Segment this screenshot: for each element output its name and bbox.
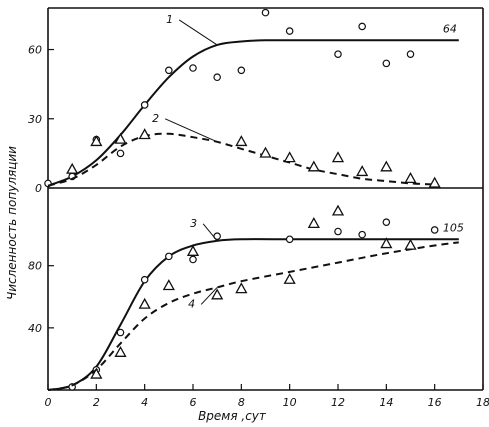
- series-1-leader: [178, 19, 218, 46]
- series-4-point: [307, 217, 320, 228]
- series-3-point: [116, 328, 125, 337]
- y-tick-label: 0: [35, 182, 42, 195]
- series-1-point: [213, 73, 221, 82]
- y-tick-label: 40: [28, 322, 42, 335]
- x-tick-label: 8: [238, 396, 245, 409]
- y-tick-label: 30: [28, 113, 42, 126]
- series-2-leader: [164, 118, 218, 143]
- series-4-label: 4: [188, 297, 195, 310]
- series-3-line: [47, 238, 459, 391]
- series-3-leader: [202, 223, 218, 242]
- series-3-end-label: 105: [443, 221, 464, 234]
- series-4-point: [90, 367, 103, 379]
- series-3-point: [382, 218, 391, 226]
- series-3-point: [285, 235, 294, 244]
- series-1-point: [334, 50, 342, 58]
- series-1-end-label: 64: [443, 22, 457, 35]
- series-4-point: [331, 204, 345, 216]
- series-2-point: [114, 132, 127, 144]
- series-4-line: [47, 241, 459, 391]
- series-2-point: [331, 151, 345, 163]
- series-1-point: [189, 64, 197, 72]
- series-2-label: 2: [152, 112, 159, 125]
- series-2-point: [428, 176, 441, 188]
- series-1-line: [47, 39, 459, 187]
- series-3-point: [189, 255, 197, 264]
- x-tick-label: 4: [141, 396, 148, 409]
- series-3-point: [430, 226, 439, 234]
- series-1-point: [237, 66, 246, 75]
- series-2-point: [90, 135, 103, 147]
- ticks: 60 30 0 80 40 0 2 4 6 8 10 12 14 16 18: [28, 44, 489, 409]
- series-2-point: [66, 162, 79, 174]
- series-1-point: [165, 66, 173, 75]
- x-tick-label: 6: [190, 396, 197, 409]
- series-2-point: [138, 128, 151, 140]
- bottom-panel: 3 105 4: [47, 204, 464, 391]
- series-2-point: [356, 165, 369, 177]
- y-tick-label: 80: [28, 260, 42, 273]
- series-3-label: 3: [190, 217, 197, 230]
- series-2-point: [307, 160, 320, 172]
- frame: [47, 7, 484, 391]
- series-1-point: [261, 8, 270, 17]
- series-1-label: 1: [166, 13, 173, 26]
- x-tick-label: 10: [283, 396, 297, 409]
- series-3-point: [358, 230, 366, 239]
- series-4-point: [211, 288, 224, 300]
- series-2-line: [47, 132, 435, 187]
- y-tick-label: 60: [28, 44, 42, 57]
- series-3-point: [165, 252, 173, 261]
- series-1-point: [358, 22, 366, 31]
- x-tick-label: 12: [331, 396, 345, 409]
- x-tick-label: 16: [428, 396, 442, 409]
- series-2-point: [235, 135, 248, 147]
- series-1-point: [382, 59, 391, 68]
- series-1-point: [285, 27, 294, 35]
- x-tick-label: 0: [45, 396, 52, 409]
- x-tick-label: 14: [379, 396, 393, 409]
- series-1-point: [116, 149, 125, 158]
- y-axis-label: Численность популяции: [5, 146, 19, 300]
- series-4-point: [235, 282, 248, 294]
- series-4-point: [138, 297, 151, 309]
- series-2-point: [380, 160, 393, 172]
- series-1-point: [406, 50, 415, 58]
- series-4-point: [283, 272, 296, 284]
- series-2-point: [404, 172, 417, 184]
- series-4-point: [380, 237, 393, 249]
- x-axis-label: Время ,сут: [198, 409, 267, 423]
- series-4-point: [186, 244, 200, 256]
- series-4-leader: [200, 287, 218, 305]
- x-tick-label: 2: [93, 396, 100, 409]
- series-3-point: [140, 275, 149, 284]
- series-4-point: [404, 238, 417, 250]
- x-tick-label: 18: [476, 396, 489, 409]
- series-1-point: [140, 101, 149, 109]
- series-2-point: [259, 146, 272, 158]
- series-2-point: [283, 151, 296, 163]
- series-3-point: [334, 227, 342, 236]
- series-4-point: [114, 345, 127, 357]
- series-4-point: [162, 279, 175, 291]
